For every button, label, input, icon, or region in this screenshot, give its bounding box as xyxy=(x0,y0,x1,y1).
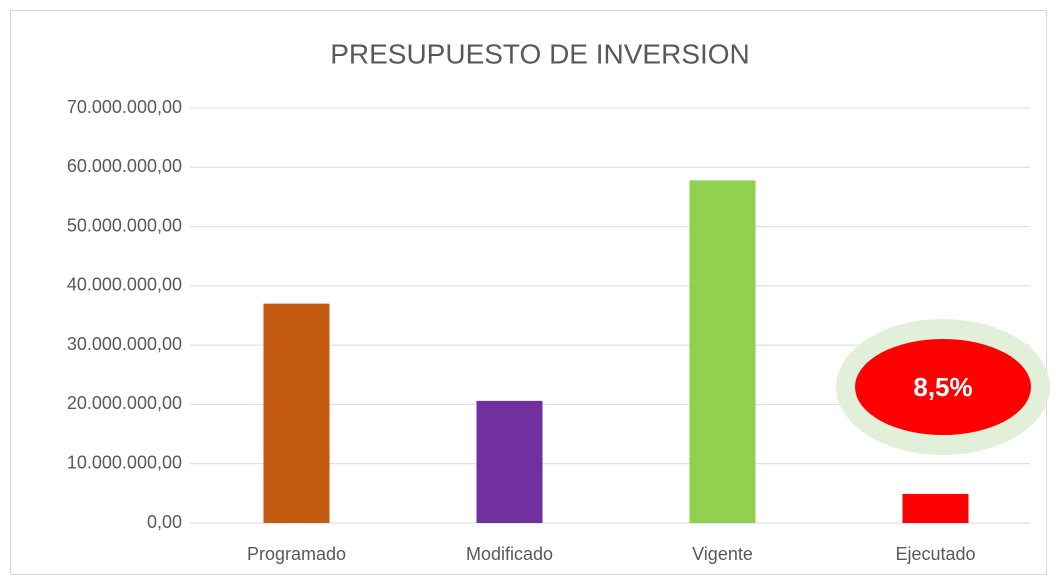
y-tick-label: 50.000.000,00 xyxy=(67,215,182,235)
y-tick-label: 70.000.000,00 xyxy=(67,97,182,117)
y-tick-label: 0,00 xyxy=(147,512,182,532)
bar xyxy=(902,493,969,523)
chart-title: PRESUPUESTO DE INVERSION xyxy=(330,38,750,69)
x-tick-label: Modificado xyxy=(466,544,553,564)
y-tick-label: 60.000.000,00 xyxy=(67,156,182,176)
bar xyxy=(476,400,543,523)
annotation-text: 8,5% xyxy=(913,372,972,402)
x-tick-label: Vigente xyxy=(692,544,753,564)
x-tick-label: Ejecutado xyxy=(895,544,975,564)
x-tick-label: Programado xyxy=(247,544,346,564)
y-tick-label: 30.000.000,00 xyxy=(67,334,182,354)
annotation-bubble xyxy=(855,339,1031,435)
bar xyxy=(263,303,330,523)
y-tick-label: 40.000.000,00 xyxy=(67,275,182,295)
bar xyxy=(689,180,756,524)
y-tick-label: 10.000.000,00 xyxy=(67,452,182,472)
y-tick-label: 20.000.000,00 xyxy=(67,393,182,413)
